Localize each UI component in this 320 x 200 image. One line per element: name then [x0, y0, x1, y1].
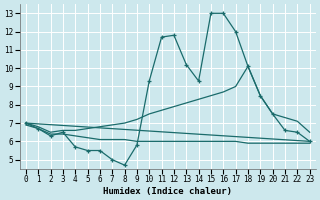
X-axis label: Humidex (Indice chaleur): Humidex (Indice chaleur)	[103, 187, 232, 196]
